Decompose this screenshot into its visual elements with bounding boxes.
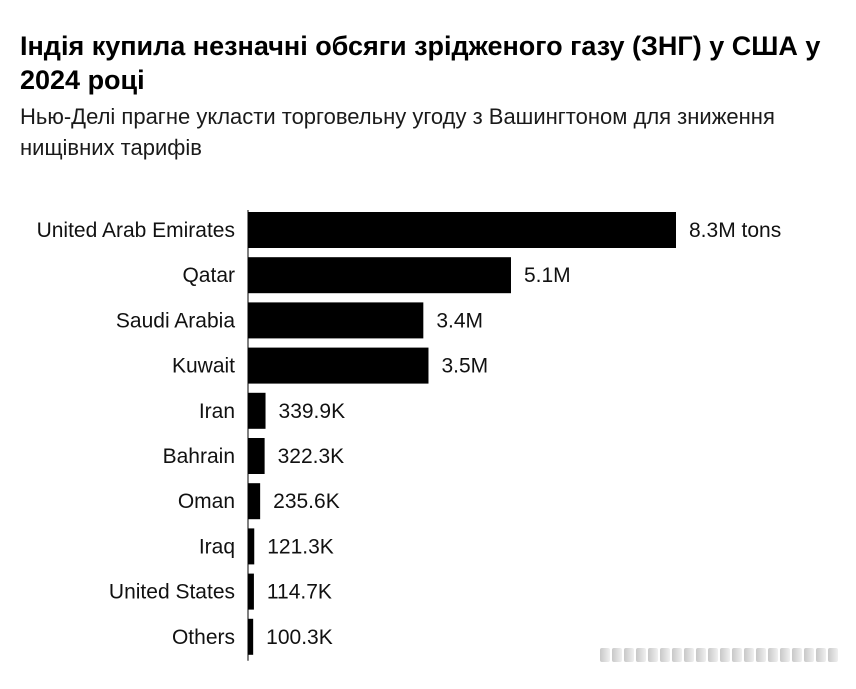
data-label: 3.5M xyxy=(441,355,488,378)
data-label: 3.4M xyxy=(436,309,483,332)
category-label: Bahrain xyxy=(163,445,235,468)
category-label: Iran xyxy=(199,400,235,423)
category-label: Others xyxy=(172,626,235,649)
category-label: Iraq xyxy=(199,535,235,558)
category-label: United States xyxy=(109,581,235,604)
data-label: 8.3M tons xyxy=(689,219,781,242)
bar xyxy=(248,528,255,565)
data-label: 114.7K xyxy=(267,581,332,604)
bar xyxy=(248,347,429,384)
bar xyxy=(248,438,265,474)
category-label: United Arab Emirates xyxy=(37,219,235,242)
bar xyxy=(248,302,424,339)
data-label: 235.6K xyxy=(273,490,340,513)
data-label: 322.3K xyxy=(278,445,345,468)
bar xyxy=(248,257,511,294)
bar xyxy=(248,392,266,429)
watermark-decoration xyxy=(600,648,840,662)
bar xyxy=(248,618,254,655)
bar xyxy=(248,483,261,520)
data-label: 100.3K xyxy=(266,626,333,649)
chart-title: Індія купила незначні обсяги зрідженого … xyxy=(20,31,821,95)
data-label: 121.3K xyxy=(267,535,334,558)
bar xyxy=(248,212,676,248)
chart-subtitle: Нью-Делі прагне укласти торговельну угод… xyxy=(20,104,775,160)
category-label: Oman xyxy=(178,490,235,513)
category-label: Kuwait xyxy=(172,355,235,378)
data-label: 5.1M xyxy=(524,264,571,287)
category-label: Saudi Arabia xyxy=(116,309,235,332)
category-label: Qatar xyxy=(182,264,235,287)
bar xyxy=(248,573,254,610)
data-label: 339.9K xyxy=(279,400,346,423)
